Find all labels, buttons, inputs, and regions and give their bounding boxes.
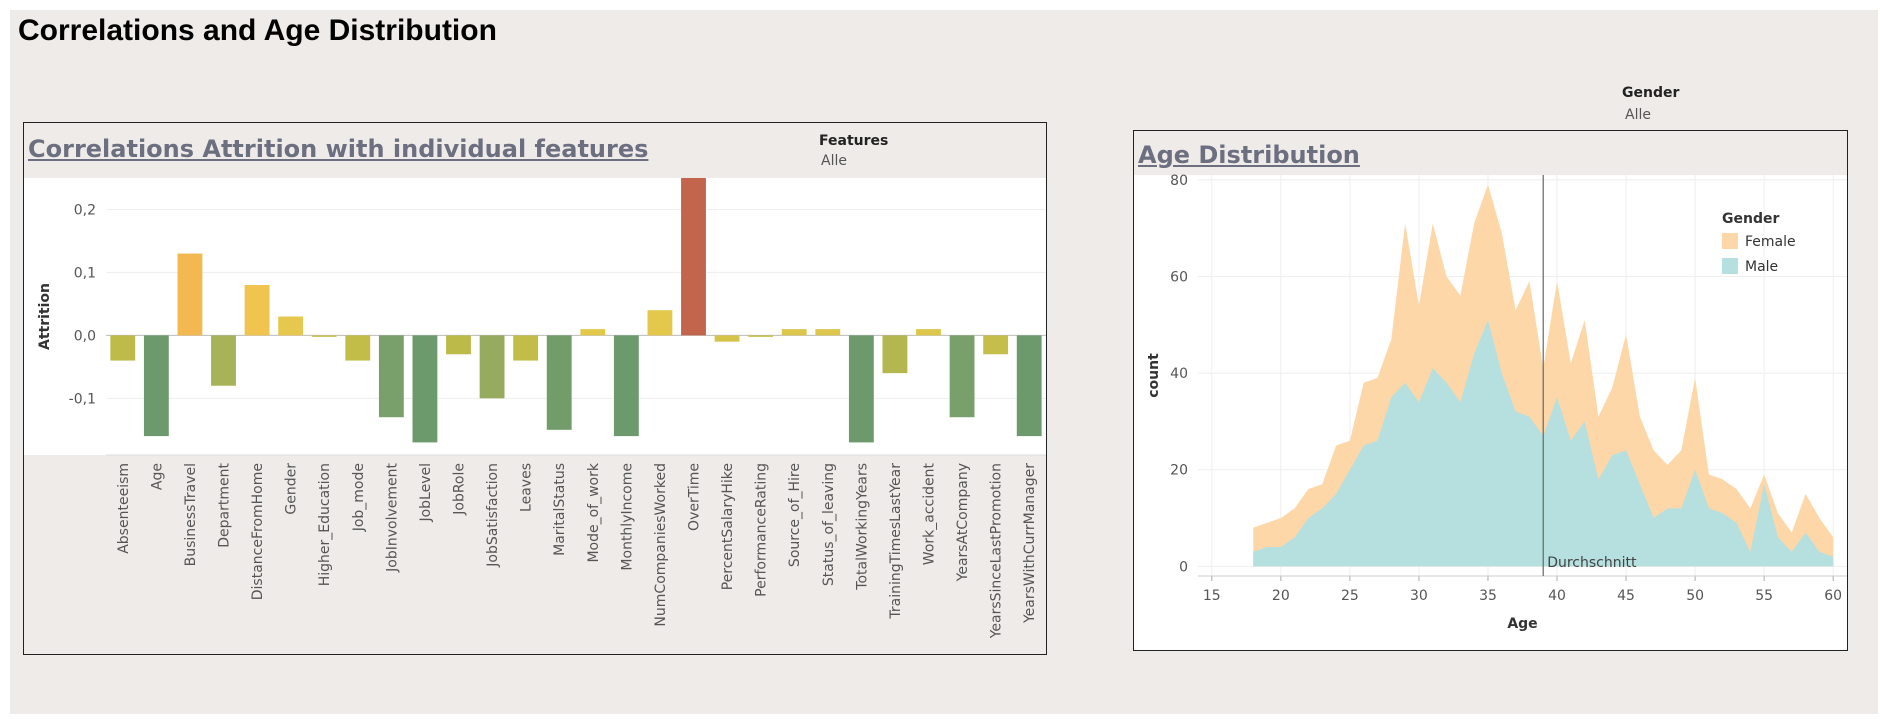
x-tick-label: MonthlyIncome — [619, 463, 635, 571]
x-tick-label: Mode_of_work — [586, 462, 602, 562]
x-tick-label: Higher_Education — [317, 463, 333, 586]
x-tick-label: Job_mode — [351, 463, 367, 532]
bar-joblevel — [412, 335, 438, 443]
x-tick-label: 40 — [1548, 588, 1566, 604]
x-tick-label: YearsAtCompany — [955, 463, 971, 582]
x-tick-label: NumCompaniesWorked — [653, 463, 669, 627]
bar-numcompaniesworked — [647, 310, 673, 336]
correlation-panel: Correlations Attrition with individual f… — [23, 122, 1047, 655]
bar-businesstravel — [177, 253, 203, 336]
y-tick-label: 20 — [1170, 463, 1188, 479]
y-tick-label: -0,1 — [69, 391, 96, 407]
legend-title: Gender — [1722, 211, 1779, 227]
x-tick-label: 15 — [1203, 588, 1221, 604]
x-tick-label: TotalWorkingYears — [854, 463, 870, 591]
x-tick-label: Absenteeism — [116, 463, 132, 554]
bar-performancerating — [748, 335, 774, 337]
x-tick-label: 50 — [1686, 588, 1704, 604]
x-tick-label: Status_of_leaving — [821, 463, 837, 586]
x-tick-label: DistanceFromHome — [250, 463, 266, 600]
correlation-chart-title[interactable]: Correlations Attrition with individual f… — [28, 135, 649, 163]
bar-distancefromhome — [244, 285, 270, 336]
bar-yearsatcompany — [949, 335, 975, 418]
bar-work_accident — [916, 329, 941, 336]
gender-filter-label: Gender — [1622, 85, 1680, 101]
bar-overtime — [681, 178, 706, 336]
bar-totalworkingyears — [848, 335, 874, 443]
bar-department — [211, 335, 236, 386]
y-tick-label: 0,0 — [74, 328, 96, 344]
x-tick-label: JobInvolvement — [384, 462, 400, 572]
bar-maritalstatus — [546, 335, 572, 430]
y-axis-title: Attrition — [37, 283, 53, 350]
legend-label-male: Male — [1745, 259, 1778, 275]
bar-monthlyincome — [613, 335, 639, 437]
bar-yearswithcurrmanager — [1016, 335, 1042, 437]
x-tick-label: OverTime — [687, 463, 703, 531]
x-tick-label: Age — [149, 463, 165, 490]
bar-source_of_hire — [781, 329, 807, 336]
x-tick-label: JobRole — [452, 463, 468, 516]
x-tick-label: JobSatisfaction — [485, 463, 501, 568]
x-tick-label: 35 — [1479, 588, 1497, 604]
bar-leaves — [513, 335, 539, 361]
y-tick-label: 0 — [1179, 559, 1188, 575]
mean-age-label: Durchschnitt — [1547, 555, 1637, 571]
bar-mode_of_work — [580, 329, 606, 336]
bar-jobinvolvement — [378, 335, 404, 418]
y-tick-label: 0,1 — [74, 265, 96, 281]
x-tick-label: 25 — [1341, 588, 1359, 604]
y-tick-label: 80 — [1170, 173, 1188, 189]
x-tick-label: PerformanceRating — [754, 463, 770, 597]
bar-higher_education — [311, 335, 337, 337]
x-tick-label: TrainingTimesLastYear — [888, 463, 904, 620]
legend-label-female: Female — [1745, 234, 1796, 250]
dashboard: Correlations and Age Distribution Correl… — [10, 10, 1878, 714]
x-tick-label: Source_of_Hire — [787, 463, 803, 567]
bar-job_mode — [345, 335, 371, 361]
x-tick-label: 45 — [1617, 588, 1635, 604]
x-tick-label: Work_accident — [922, 463, 938, 566]
x-tick-label: BusinessTravel — [183, 463, 199, 566]
bar-status_of_leaving — [815, 329, 841, 336]
bar-gender — [278, 316, 304, 336]
x-tick-label: Department — [217, 462, 233, 547]
x-tick-label: 55 — [1755, 588, 1773, 604]
age-distribution-panel: Age Distribution 0 20 40 60 80 15 20 25 30 35 40 45… — [1133, 130, 1848, 651]
x-axis-title: Age — [1507, 616, 1537, 632]
bar-age — [143, 335, 169, 437]
x-tick-label: 60 — [1824, 588, 1842, 604]
bar-absenteeism — [110, 335, 136, 361]
bar-percentsalaryhike — [714, 335, 740, 342]
legend-swatch-male — [1722, 258, 1738, 274]
x-tick-label: JobLevel — [418, 463, 434, 523]
y-axis-title: count — [1146, 353, 1162, 398]
y-tick-label: 40 — [1170, 366, 1188, 382]
age-chart-title[interactable]: Age Distribution — [1138, 141, 1360, 169]
bar-trainingtimeslastyear — [882, 335, 908, 374]
y-tick-label: 0,2 — [74, 202, 96, 218]
features-filter-value[interactable]: Alle — [821, 153, 847, 169]
bar-yearssincelastpromotion — [983, 335, 1009, 355]
x-tick-label: Leaves — [519, 463, 535, 512]
dashboard-title: Correlations and Age Distribution — [18, 14, 497, 47]
legend-swatch-female — [1722, 233, 1738, 249]
x-tick-label: 20 — [1272, 588, 1290, 604]
x-tick-label: YearsWithCurrManager — [1022, 463, 1038, 624]
x-tick-label: PercentSalaryHike — [720, 463, 736, 590]
bar-jobsatisfaction — [479, 335, 505, 399]
x-tick-label: YearsSinceLastPromotion — [989, 463, 1005, 639]
gender-filter-value[interactable]: Alle — [1625, 107, 1651, 123]
x-tick-label: Gender — [284, 463, 300, 515]
correlation-bar-chart: 0,2 0,1 0,0 -0,1 Attrition Absenteeism Age Busi… — [37, 178, 1046, 639]
age-area-chart: 0 20 40 60 80 15 20 25 30 35 40 45 50 55 60 Durchschnit… — [1146, 173, 1847, 632]
features-filter-label: Features — [819, 133, 889, 149]
x-tick-label: MaritalStatus — [552, 463, 568, 556]
x-tick-label: 30 — [1410, 588, 1428, 604]
bar-jobrole — [446, 335, 471, 355]
y-tick-label: 60 — [1170, 269, 1188, 285]
